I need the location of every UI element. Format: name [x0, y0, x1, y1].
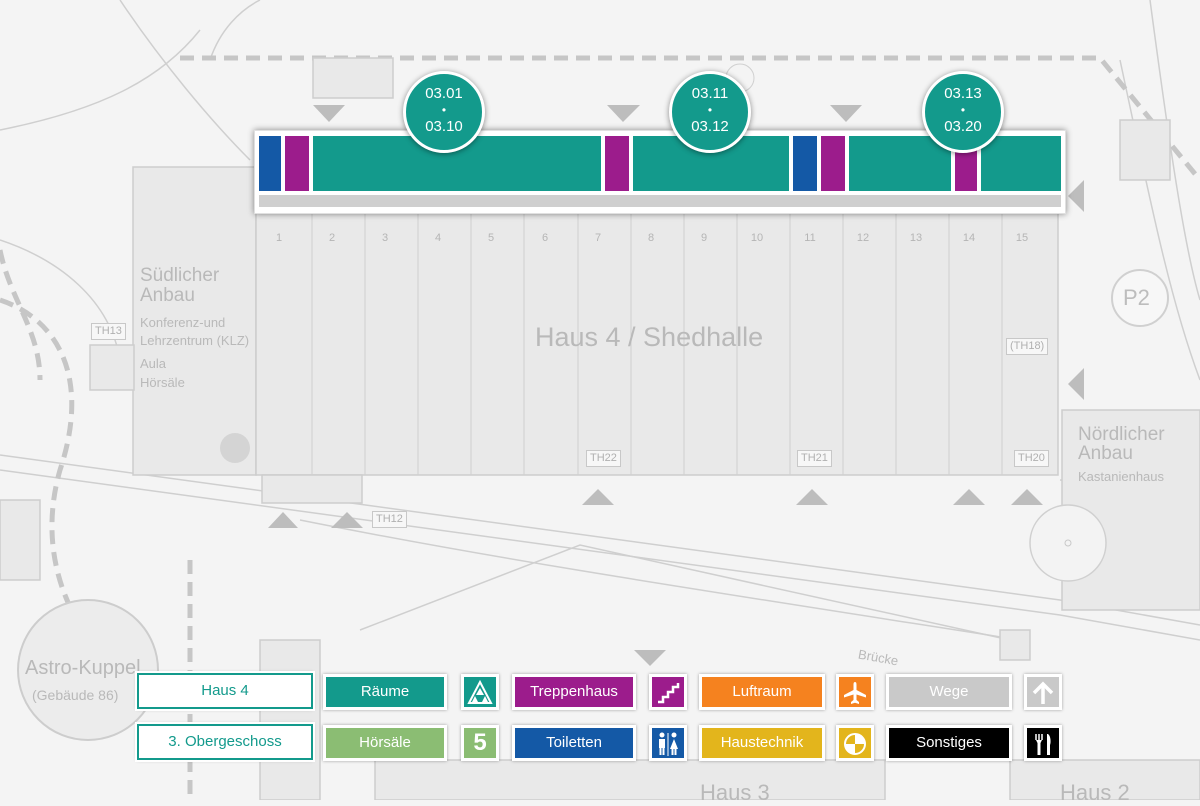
legend-toiletten-button[interactable]: Toiletten [512, 725, 636, 761]
technics-icon [844, 733, 866, 755]
arrow-up-icon [1032, 681, 1054, 704]
stairwell-tag: TH20 [1014, 450, 1049, 467]
room-range-from: 03.13 [944, 85, 982, 102]
bay-number: 2 [328, 232, 336, 244]
bay-number: 5 [487, 232, 495, 244]
south-annex-title-1: Südlicher [140, 265, 220, 286]
building-indicator[interactable]: Haus 4 [137, 673, 313, 709]
bay-number: 7 [594, 232, 602, 244]
legend-hoersaele-icon-button[interactable]: 5 [461, 725, 499, 761]
bay-number: 4 [434, 232, 442, 244]
legend-toiletten-icon-button[interactable] [649, 725, 687, 761]
restroom-icon [659, 732, 678, 756]
legend-haustechnik-icon-button[interactable] [836, 725, 874, 761]
room-range-marker[interactable]: 03.11 • 03.12 [669, 71, 751, 153]
bay-number: 10 [750, 232, 764, 244]
legend-luftraum-button[interactable]: Luftraum [699, 674, 825, 710]
south-annex-desc-2: Lehrzentrum (KLZ) [140, 333, 250, 348]
legend-sonstiges-icon-button[interactable] [1024, 725, 1062, 761]
south-annex-desc-4: Hörsäle [140, 375, 185, 390]
airplane-icon [844, 682, 866, 704]
north-annex-desc: Kastanienhaus [1078, 469, 1165, 484]
legend-luftraum-icon-button[interactable] [836, 674, 874, 710]
bay-number: 11 [804, 232, 816, 244]
legend-wege-button[interactable]: Wege [886, 674, 1012, 710]
room-range-marker[interactable]: 03.01 • 03.10 [403, 71, 485, 153]
segment-toiletten[interactable] [259, 136, 281, 191]
main-building-label: Haus 4 / Shedhalle [535, 322, 764, 352]
segment-treppenhaus[interactable] [605, 136, 629, 191]
room-range-to: 03.20 [944, 118, 982, 135]
bay-number: 14 [962, 232, 976, 244]
room-range-from: 03.01 [425, 85, 463, 102]
segment-treppenhaus[interactable] [821, 136, 845, 191]
segment-raeume[interactable] [849, 136, 951, 191]
rooms-icon [467, 680, 493, 704]
room-range-to: 03.12 [691, 118, 729, 135]
parking-label: P2 [1123, 285, 1150, 310]
bay-number: 15 [1015, 232, 1029, 244]
corridor-strip [259, 195, 1061, 207]
segment-toiletten[interactable] [793, 136, 817, 191]
stairwell-tag: TH12 [372, 511, 407, 528]
room-range-separator: • [707, 103, 713, 117]
stairwell-tag: TH21 [797, 450, 832, 467]
south-annex-title-2: Anbau [140, 285, 195, 306]
segment-treppenhaus[interactable] [285, 136, 309, 191]
room-range-from: 03.11 [691, 85, 729, 102]
floor-indicator[interactable]: 3. Obergeschoss [137, 724, 313, 760]
legend-raeume-button[interactable]: Räume [323, 674, 447, 710]
bay-number: 1 [275, 232, 283, 244]
astro-dome-title: Astro-Kuppel [25, 657, 141, 679]
bay-number: 13 [909, 232, 923, 244]
legend-wege-icon-button[interactable] [1024, 674, 1062, 710]
legend-treppenhaus-button[interactable]: Treppenhaus [512, 674, 636, 710]
legend-raeume-icon-button[interactable] [461, 674, 499, 710]
south-annex-desc-1: Konferenz-und [140, 315, 226, 330]
room-range-to: 03.10 [425, 118, 463, 135]
stairwell-tag: TH13 [91, 323, 126, 340]
bay-number: 6 [541, 232, 549, 244]
astro-dome-subtitle: (Gebäude 86) [32, 687, 119, 703]
stairs-icon [658, 683, 680, 704]
lecture-hall-icon: 5 [473, 729, 487, 756]
bay-number: 8 [647, 232, 655, 244]
bay-number: 9 [700, 232, 708, 244]
room-range-separator: • [441, 103, 447, 117]
room-range-marker[interactable]: 03.13 • 03.20 [922, 71, 1004, 153]
north-annex-title-1: Nördlicher [1078, 424, 1165, 445]
building-haus2-label: Haus 2 [1060, 780, 1130, 805]
bay-number: 12 [856, 232, 870, 244]
north-annex-title-2: Anbau [1078, 443, 1133, 464]
south-annex-desc-3: Aula [140, 356, 167, 371]
legend-hoersaele-button[interactable]: Hörsäle [323, 725, 447, 761]
legend-sonstiges-button[interactable]: Sonstiges [886, 725, 1012, 761]
stairwell-tag: (TH18) [1006, 338, 1049, 355]
building-haus3-label: Haus 3 [700, 780, 770, 805]
bay-number: 3 [381, 232, 389, 244]
legend-haustechnik-button[interactable]: Haustechnik [699, 725, 825, 761]
fork-knife-icon [1035, 734, 1051, 755]
stairwell-tag: TH22 [586, 450, 621, 467]
segment-raeume[interactable] [981, 136, 1061, 191]
legend-treppenhaus-icon-button[interactable] [649, 674, 687, 710]
room-range-separator: • [960, 103, 966, 117]
